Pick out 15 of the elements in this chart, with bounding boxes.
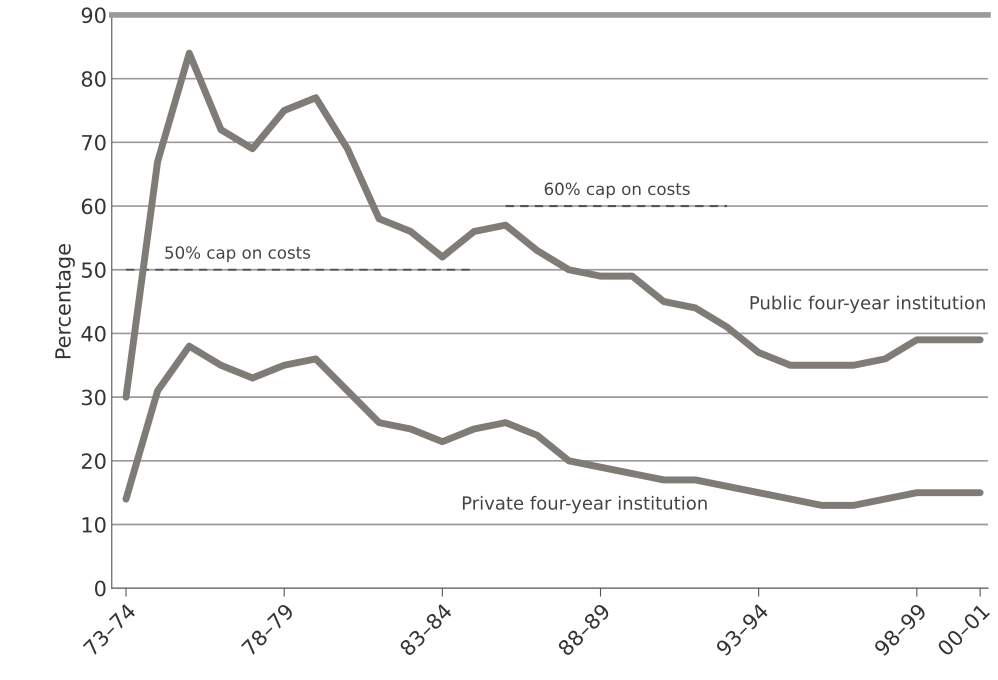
series-label: Private four-year institution	[462, 496, 707, 514]
series-label: Public four-year institution	[750, 296, 985, 314]
y-tick-label: 50	[82, 262, 106, 278]
y-tick-label: 90	[82, 7, 106, 24]
y-tick-label: 30	[82, 390, 106, 406]
y-tick-label: 70	[82, 134, 106, 151]
y-tick-label: 60	[82, 198, 106, 214]
y-tick-label: 40	[81, 326, 106, 342]
y-axis-title: Percentage	[55, 244, 75, 358]
series-label: 60% cap on costs	[544, 182, 690, 198]
y-tick-label: 20	[82, 453, 106, 470]
y-tick-label: 10	[82, 516, 106, 533]
y-tick-label: 80	[82, 71, 106, 87]
series-label: 50% cap on costs	[165, 246, 310, 262]
y-tick-label: 0	[95, 580, 106, 596]
